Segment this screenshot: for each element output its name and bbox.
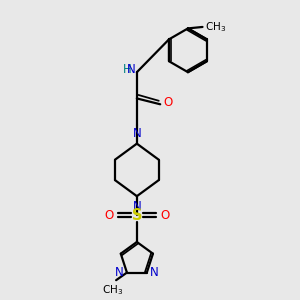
Text: H: H [123,63,132,76]
Text: O: O [160,208,170,222]
Text: S: S [132,208,142,223]
Text: CH$_3$: CH$_3$ [102,284,123,298]
Text: CH$_3$: CH$_3$ [206,20,226,34]
Text: N: N [115,266,124,278]
Text: O: O [164,96,173,109]
Text: N: N [133,127,141,140]
Text: N: N [133,200,141,213]
Text: N: N [127,63,135,76]
Text: O: O [104,208,113,222]
Text: N: N [150,266,158,278]
